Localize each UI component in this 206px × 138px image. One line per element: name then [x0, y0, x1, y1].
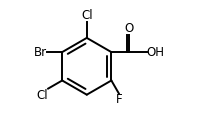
Text: Cl: Cl — [36, 89, 48, 102]
Text: O: O — [124, 22, 133, 34]
Text: Cl: Cl — [81, 9, 92, 22]
Text: Br: Br — [34, 46, 47, 59]
Text: OH: OH — [146, 46, 165, 59]
Text: F: F — [116, 93, 122, 106]
